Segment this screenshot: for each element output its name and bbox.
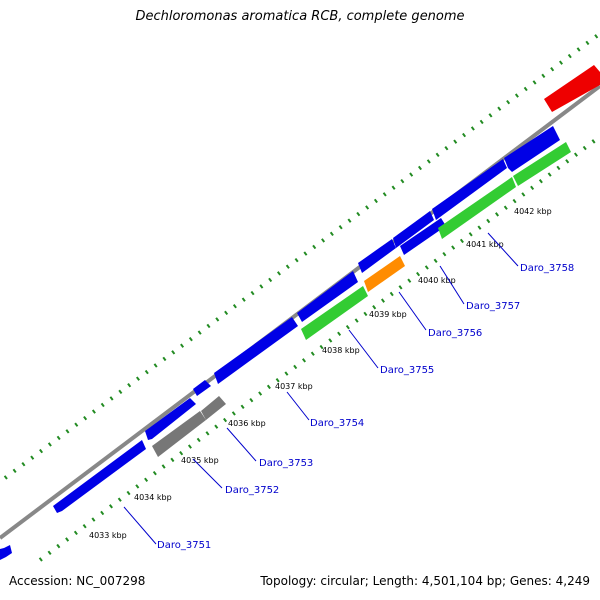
gene-label-leader [487, 232, 519, 267]
position-tick-label: 4035 kbp [181, 456, 219, 465]
position-tick-label: 4040 kbp [418, 276, 456, 285]
position-tick-label: 4039 kbp [369, 310, 407, 319]
topology-text: Topology: circular; Length: 4,501,104 bp… [260, 574, 590, 588]
gene-label-leader [398, 291, 427, 331]
gene-label-leader [226, 427, 257, 462]
gene-label-leader [286, 391, 310, 421]
gene-label-leader [439, 265, 465, 305]
gene-label-leader [348, 329, 379, 369]
cds-block[interactable] [152, 411, 206, 457]
cds-block[interactable] [438, 177, 516, 239]
map-title: Dechloromonas aromatica RCB, complete ge… [135, 9, 465, 24]
cds-block[interactable] [297, 271, 358, 322]
cds-block[interactable] [0, 545, 12, 560]
cds-block[interactable] [53, 440, 146, 513]
gene-label[interactable]: Daro_3757 [466, 301, 520, 312]
gene-label[interactable]: Daro_3751 [157, 540, 211, 551]
cds-block[interactable] [201, 396, 226, 420]
position-tick-label: 4038 kbp [322, 346, 360, 355]
cds-block[interactable] [544, 65, 600, 112]
cds-block[interactable] [364, 256, 405, 292]
position-tick-label: 4037 kbp [275, 382, 313, 391]
gene-label[interactable]: Daro_3756 [428, 328, 482, 339]
cds-block[interactable] [504, 126, 560, 172]
gc-track-outer [3, 33, 600, 480]
gene-label-leader [123, 506, 157, 545]
gene-label[interactable]: Daro_3754 [310, 418, 364, 429]
position-tick-label: 4036 kbp [228, 419, 266, 428]
position-tick-label: 4042 kbp [514, 207, 552, 216]
cds-block[interactable] [214, 317, 298, 384]
cds-block[interactable] [193, 380, 211, 396]
cds-block[interactable] [301, 286, 368, 340]
position-tick-label: 4041 kbp [466, 240, 504, 249]
position-tick-label: 4033 kbp [89, 531, 127, 540]
gene-label[interactable]: Daro_3758 [520, 263, 574, 274]
gc-track-inner [38, 136, 600, 562]
gene-label-leader [192, 458, 223, 489]
gene-label[interactable]: Daro_3752 [225, 485, 279, 496]
cds-block[interactable] [400, 218, 446, 255]
gene-label[interactable]: Daro_3753 [259, 458, 313, 469]
cds-block[interactable] [145, 398, 196, 440]
cds-block[interactable] [432, 159, 507, 220]
cds-block[interactable] [513, 142, 571, 186]
cds-block[interactable] [358, 239, 396, 273]
cds-block[interactable] [393, 211, 434, 248]
gene-label[interactable]: Daro_3755 [380, 365, 434, 376]
accession-text: Accession: NC_007298 [9, 574, 146, 588]
position-tick-label: 4034 kbp [134, 493, 172, 502]
